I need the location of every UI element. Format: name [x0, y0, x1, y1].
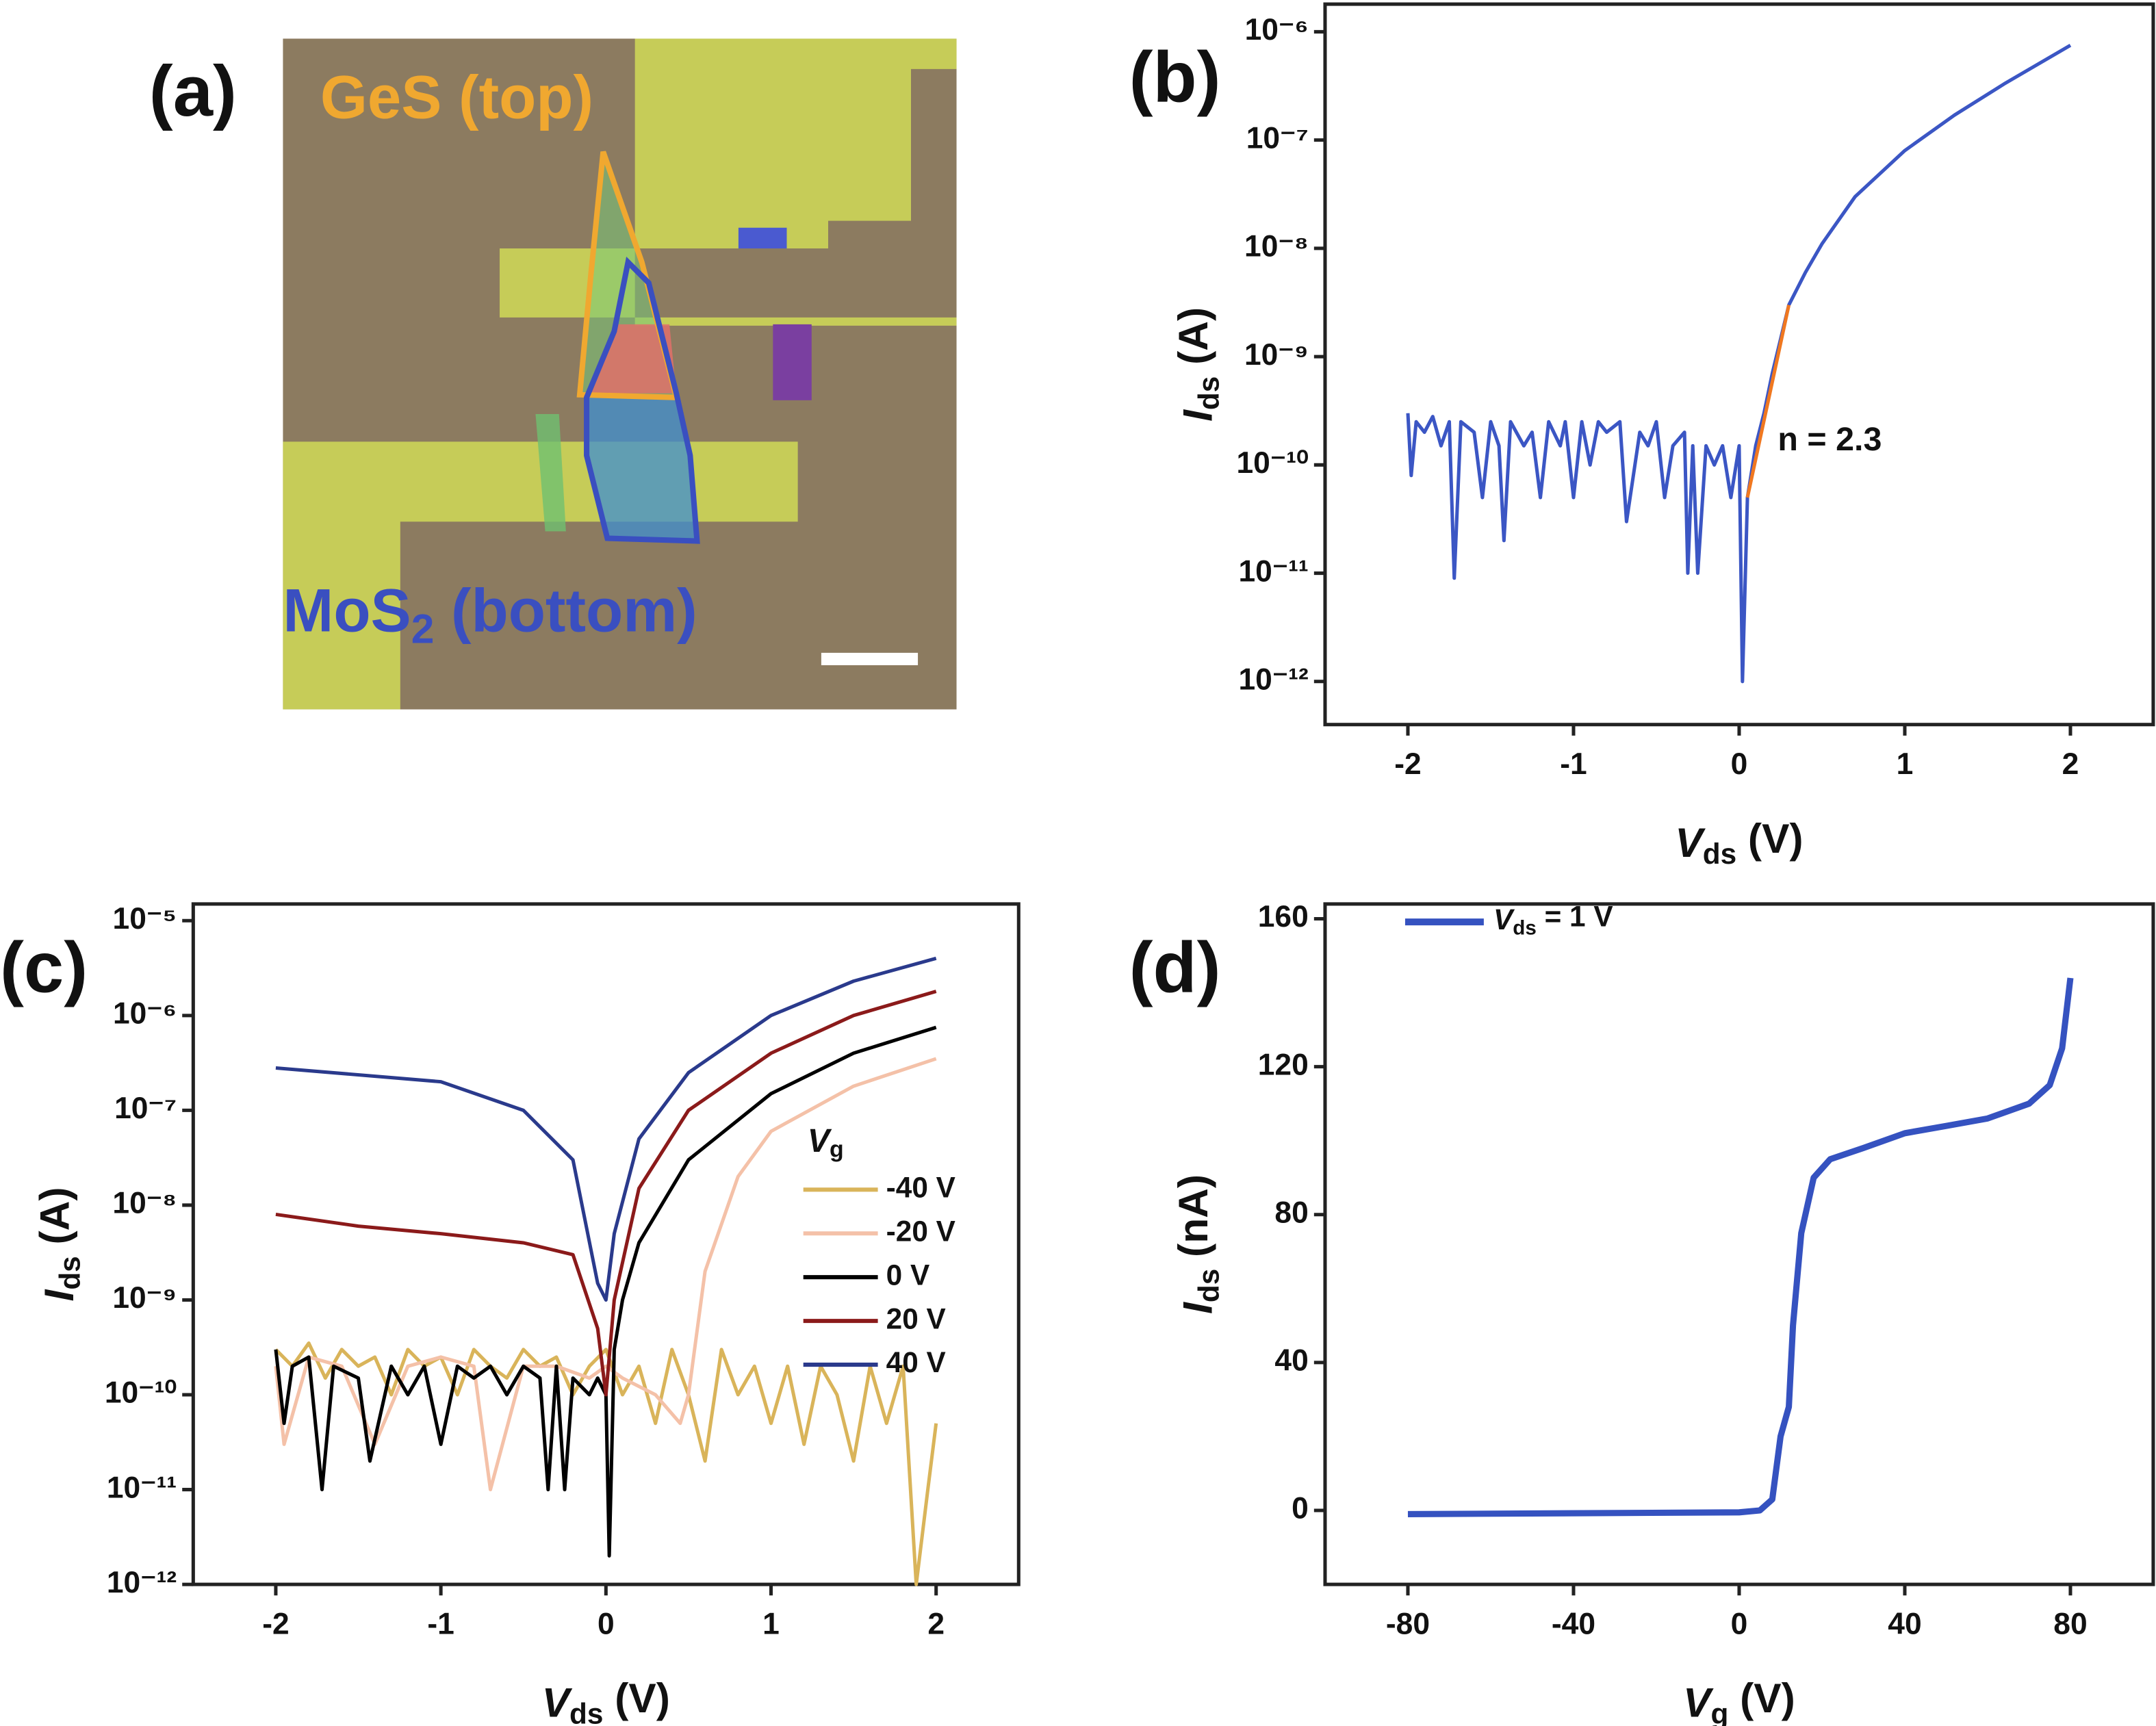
micrograph: GeS (top) MoS2 (bottom) [283, 38, 957, 710]
y-axis-label-unit: (nA) [1170, 1174, 1216, 1269]
legend-label-rest: = 1 V [1537, 901, 1613, 933]
plot-frame [1323, 902, 2155, 1586]
y-axis-label-main: I [36, 1289, 82, 1301]
y-tick-label: 10⁻¹⁰ [1236, 446, 1308, 480]
y-tick-label: 80 [1274, 1196, 1308, 1229]
y-axis-label-sub: ds [1192, 1269, 1224, 1302]
flake [535, 413, 566, 532]
y-axis-label-sub: ds [1192, 376, 1224, 410]
mos2-label: MoS2 (bottom) [283, 577, 697, 652]
legend-label-main: V [1493, 903, 1515, 936]
legend-title-main: V [808, 1122, 832, 1159]
y-tick-label: 10⁻¹⁰ [105, 1376, 177, 1410]
x-axis-label-unit: (V) [603, 1675, 669, 1721]
x-tick-label: -1 [427, 1607, 454, 1640]
mos2-main: MoS [283, 577, 411, 645]
legend-label: 40 V [886, 1346, 946, 1378]
series-line [274, 1057, 937, 1492]
x-tick-label: 40 [1888, 1607, 1921, 1640]
y-tick-label: 10⁻⁸ [112, 1187, 177, 1220]
x-axis-label: Vds (V) [542, 1675, 670, 1726]
x-tick-label: -2 [1394, 747, 1421, 781]
legend-label: Vds = 1 V [1493, 901, 1613, 939]
x-tick-label: 0 [1731, 747, 1748, 781]
panel-label: (c) [0, 927, 88, 1007]
y-axis-label: Ids (nA) [1170, 1174, 1224, 1314]
x-tick-label: -2 [262, 1607, 289, 1640]
y-tick-label: 10⁻⁹ [1244, 338, 1309, 372]
y-axis-label-main: I [1174, 409, 1220, 422]
scale-bar [821, 652, 919, 666]
panel-label: (b) [1129, 38, 1221, 118]
ges-label: GeS (top) [320, 64, 593, 131]
y-axis-label: Ids (A) [1170, 307, 1224, 422]
x-tick-label: 1 [762, 1607, 780, 1640]
legend-label-sub: ds [1513, 916, 1537, 939]
x-axis-label-sub: ds [1703, 838, 1736, 870]
x-tick-label: 2 [2062, 747, 2079, 781]
y-tick-label: 10⁻¹² [107, 1566, 177, 1599]
mos2-rest: (bottom) [434, 577, 697, 645]
flake [738, 227, 787, 248]
y-axis-label-unit: (A) [31, 1187, 77, 1256]
y-axis-label: Ids (A) [31, 1187, 86, 1301]
mos2-sub: 2 [411, 606, 435, 652]
legend-label: 20 V [886, 1302, 946, 1335]
x-axis-label-main: V [1683, 1679, 1714, 1726]
x-tick-label: 80 [2053, 1607, 2087, 1640]
x-tick-label: 0 [1731, 1607, 1748, 1640]
panel-label: (a) [149, 51, 237, 131]
y-tick-label: 10⁻⁶ [113, 997, 177, 1031]
x-axis-label-sub: g [1710, 1698, 1728, 1726]
y-tick-label: 0 [1292, 1492, 1309, 1525]
series-line [274, 1025, 937, 1558]
plot-frame [1323, 2, 2155, 727]
y-tick-label: 10⁻⁵ [113, 902, 177, 936]
x-axis-label-main: V [1675, 819, 1706, 866]
x-tick-label: 0 [598, 1607, 615, 1640]
legend-label: -40 V [886, 1172, 955, 1204]
x-tick-label: -40 [1552, 1607, 1595, 1640]
y-tick-label: 120 [1258, 1048, 1309, 1081]
y-tick-label: 10⁻¹² [1238, 662, 1308, 696]
ges-outline [576, 151, 680, 400]
series-line [1407, 977, 2074, 1517]
y-tick-label: 10⁻⁹ [112, 1281, 177, 1315]
x-axis-label: Vds (V) [1675, 815, 1803, 870]
x-tick-label: -1 [1560, 747, 1587, 781]
x-axis-label-unit: (V) [1736, 815, 1803, 862]
legend-label: 0 V [886, 1259, 930, 1291]
annotation: n = 2.3 [1778, 421, 1882, 458]
y-axis-label-main: I [1174, 1302, 1220, 1314]
y-tick-label: 10⁻⁷ [114, 1092, 177, 1125]
legend-title: Vg [808, 1122, 844, 1163]
mos2-outline [584, 256, 700, 544]
x-tick-label: 1 [1897, 747, 1914, 781]
x-axis-label-main: V [542, 1679, 573, 1726]
y-tick-label: 160 [1258, 900, 1309, 933]
y-axis-label-unit: (A) [1170, 307, 1216, 376]
y-axis-label-sub: ds [54, 1256, 86, 1289]
x-tick-label: 2 [927, 1607, 945, 1640]
x-tick-label: -80 [1386, 1607, 1430, 1640]
flake [773, 324, 812, 400]
series-line [275, 956, 937, 1302]
y-tick-label: 10⁻⁷ [1246, 121, 1309, 155]
legend-label: -20 V [886, 1215, 955, 1247]
y-tick-label: 10⁻⁶ [1245, 13, 1309, 47]
series-line [275, 990, 937, 1397]
x-axis-label: Vg (V) [1683, 1675, 1795, 1726]
x-axis-label-sub: ds [569, 1698, 603, 1726]
x-axis-label-unit: (V) [1728, 1675, 1795, 1721]
panel-label: (d) [1129, 927, 1221, 1007]
mos2-flake [587, 397, 697, 541]
y-tick-label: 40 [1274, 1344, 1308, 1378]
y-tick-label: 10⁻¹¹ [1238, 554, 1308, 588]
series-line [1745, 305, 1791, 498]
series-line [1406, 43, 2072, 684]
y-tick-label: 10⁻¹¹ [107, 1471, 177, 1504]
y-tick-label: 10⁻⁸ [1244, 230, 1309, 263]
legend-title-sub: g [830, 1137, 844, 1163]
